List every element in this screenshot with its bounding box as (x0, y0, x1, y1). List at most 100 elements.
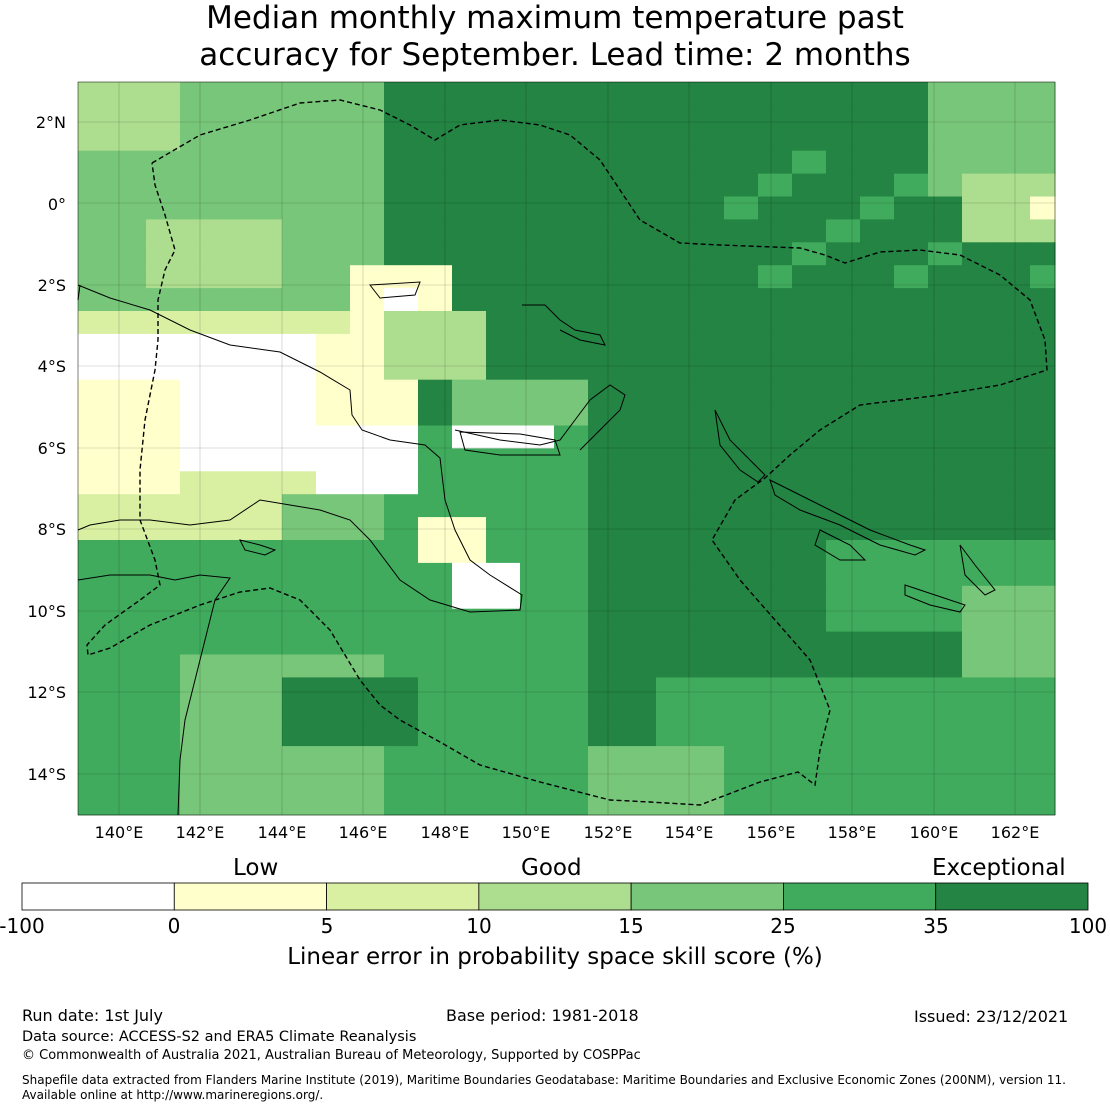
grid-cell (78, 746, 113, 770)
grid-cell (996, 425, 1031, 449)
grid-cell (928, 791, 963, 816)
grid-cell (180, 104, 215, 129)
grid-cell (826, 402, 861, 426)
grid-cell (962, 82, 997, 106)
grid-cell (180, 219, 215, 243)
grid-cell (826, 173, 861, 197)
grid-cell (758, 608, 793, 633)
grid-cell (78, 311, 113, 335)
grid-cell (316, 723, 351, 747)
grid-cell (894, 631, 929, 655)
grid-cell (724, 608, 759, 633)
grid-cell (486, 379, 521, 404)
grid-cell (724, 494, 759, 518)
grid-cell (996, 448, 1031, 472)
grid-cell (996, 379, 1031, 404)
grid-cell (282, 540, 317, 564)
grid-cell (78, 82, 113, 106)
grid-cell (180, 631, 215, 655)
grid-cell (384, 562, 419, 587)
grid-cell (962, 562, 997, 587)
grid-cell (690, 311, 725, 335)
grid-cell (520, 677, 555, 701)
grid-cell (588, 402, 623, 426)
grid-cell (180, 333, 215, 358)
grid-cell (758, 746, 793, 770)
grid-cell (724, 173, 759, 197)
base-period: Base period: 1981-2018 (446, 1006, 639, 1025)
grid-cell (860, 608, 895, 633)
grid-cell (758, 196, 793, 220)
grid-cell (282, 379, 317, 404)
grid-cell (112, 356, 147, 381)
grid-cell (792, 723, 827, 747)
grid-cell (656, 173, 691, 197)
grid-cell (78, 356, 113, 381)
grid-cell (554, 517, 589, 541)
grid-cell (214, 242, 249, 266)
grid-cell (486, 356, 521, 381)
grid-cell (180, 562, 215, 587)
grid-cell (452, 585, 487, 610)
grid-cell (622, 654, 657, 678)
grid-cell (724, 540, 759, 564)
grid-cell (792, 333, 827, 358)
grid-cell (282, 562, 317, 587)
data-source: Data source: ACCESS-S2 and ERA5 Climate … (22, 1029, 417, 1045)
grid-cell (316, 585, 351, 610)
grid-cell (860, 219, 895, 243)
grid-cell (622, 82, 657, 106)
grid-cell (826, 242, 861, 266)
grid-cell (588, 379, 623, 404)
grid-cell (384, 631, 419, 655)
grid-cell (520, 242, 555, 266)
grid-cell (656, 425, 691, 449)
grid-cell (894, 150, 929, 175)
grid-cell (180, 425, 215, 449)
grid-cell (350, 150, 385, 175)
grid-cell (758, 402, 793, 426)
grid-cell (554, 196, 589, 220)
grid-cell (214, 471, 249, 495)
grid-cell (588, 333, 623, 358)
chart-title-line-1: Median monthly maximum temperature past (206, 0, 904, 36)
grid-cell (486, 219, 521, 243)
grid-cell (690, 654, 725, 678)
grid-cell (894, 540, 929, 564)
grid-cell (656, 448, 691, 472)
grid-cell (588, 608, 623, 633)
grid-cell (792, 746, 827, 770)
grid-cell (690, 791, 725, 816)
grid-cell (282, 608, 317, 633)
grid-cell (928, 608, 963, 633)
grid-cell (146, 425, 181, 449)
grid-cell (656, 700, 691, 724)
grid-cell (928, 540, 963, 564)
grid-cell (860, 333, 895, 358)
lon-label-154e: 154°E (664, 823, 714, 842)
grid-cell (724, 700, 759, 724)
grid-cell (588, 723, 623, 747)
grid-cell (758, 311, 793, 335)
grid-cell (996, 471, 1031, 495)
colorbar-axis-label: Linear error in probability space skill … (287, 944, 823, 970)
grid-cell (1030, 82, 1056, 106)
grid-cell (418, 723, 453, 747)
grid-cell (146, 746, 181, 770)
grid-cell (826, 654, 861, 678)
grid-cell (452, 769, 487, 793)
grid-cell (418, 769, 453, 793)
grid-cell (282, 746, 317, 770)
grid-cell (350, 173, 385, 197)
grid-cell (724, 265, 759, 289)
grid-cell (792, 677, 827, 701)
grid-cell (758, 150, 793, 175)
grid-cell (384, 791, 419, 816)
grid-cell (214, 769, 249, 793)
grid-cell (928, 425, 963, 449)
grid-cell (588, 356, 623, 381)
grid-cell (792, 791, 827, 816)
grid-cell (214, 104, 249, 129)
grid-cell (554, 585, 589, 610)
grid-cell (486, 265, 521, 289)
